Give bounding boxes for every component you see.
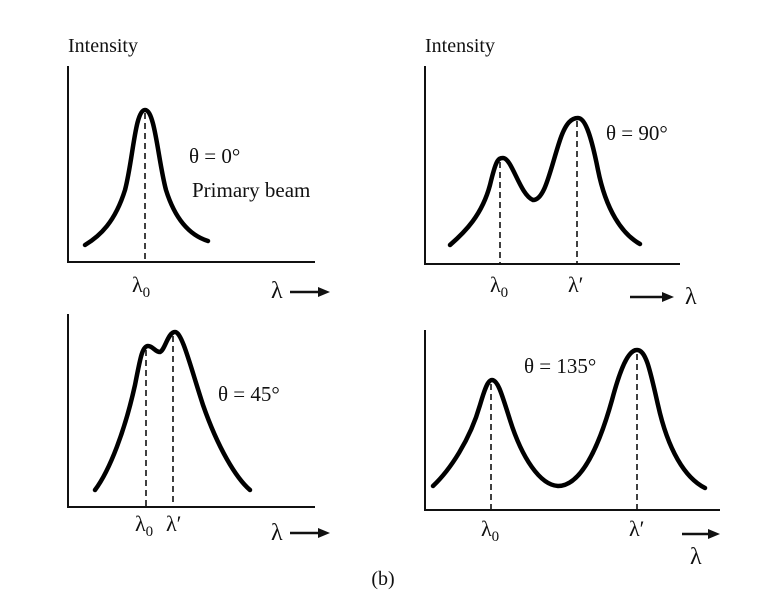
angle-label: θ = 135° [524, 354, 596, 378]
tick-label-lambda-prime: λ′ [166, 511, 181, 536]
angle-label: θ = 90° [606, 121, 668, 145]
arrow-head-icon [662, 292, 674, 302]
axes [67, 66, 315, 263]
tick-label-lambda-prime: λ′ [568, 272, 583, 297]
panel-theta-0: Intensity θ = 0° Primary beam λ0 λ [67, 35, 330, 304]
y-axis-label: Intensity [425, 35, 495, 57]
y-axis-label: Intensity [68, 35, 138, 57]
angle-label: θ = 0° [189, 144, 240, 168]
tick-label-lambda0: λ0 [481, 516, 499, 545]
x-axis-label: λ [271, 520, 283, 546]
tick-label-lambda0: λ0 [132, 272, 150, 301]
axes [424, 66, 680, 265]
x-axis-label: λ [690, 544, 702, 570]
x-axis-label: λ [271, 278, 283, 304]
angle-label: θ = 45° [218, 382, 280, 406]
intensity-curve [82, 107, 211, 248]
tick-label-lambda-prime: λ′ [629, 516, 644, 541]
tick-label-lambda0: λ0 [490, 272, 508, 301]
arrow-head-icon [318, 287, 330, 297]
primary-beam-label: Primary beam [192, 178, 310, 202]
intensity-curve [430, 347, 708, 491]
arrow-head-icon [318, 528, 330, 538]
panel-theta-90: Intensity θ = 90° λ0 λ′ λ [424, 35, 697, 310]
arrow-head-icon [708, 529, 720, 539]
x-axis-label: λ [685, 284, 697, 310]
tick-label-lambda0: λ0 [135, 511, 153, 540]
figure-label: (b) [371, 568, 394, 590]
axes [67, 314, 315, 508]
intensity-curve [447, 115, 643, 248]
panel-theta-135: θ = 135° λ0 λ′ λ [424, 330, 720, 570]
panel-theta-45: θ = 45° λ0 λ′ λ [67, 314, 330, 546]
intensity-curve [92, 329, 253, 493]
axes [424, 330, 720, 511]
